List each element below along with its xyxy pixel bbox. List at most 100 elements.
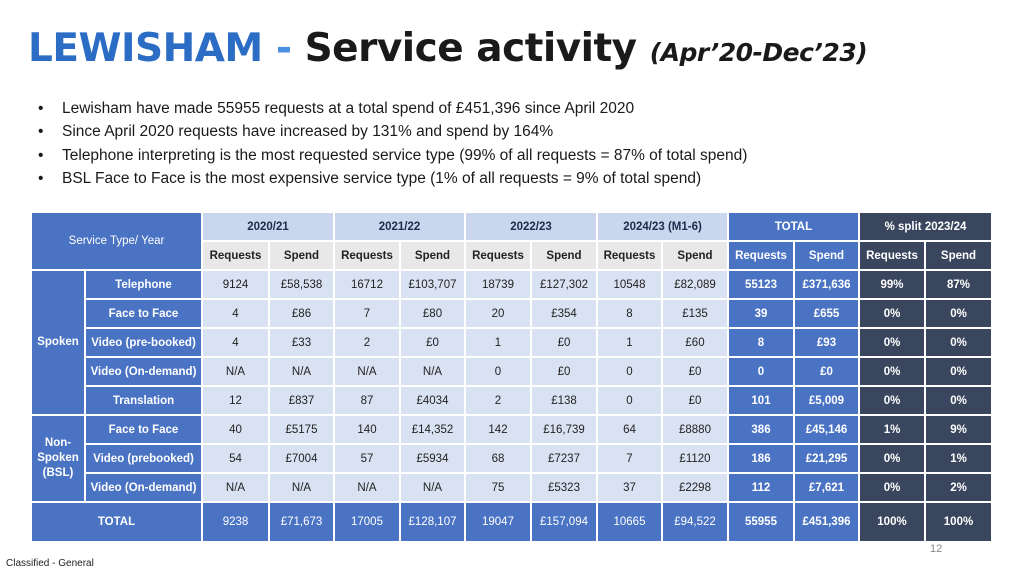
year-header: 2024/23 (M1-6)	[596, 211, 729, 242]
total-cell: 386	[727, 414, 795, 445]
totals-cell: £157,094	[530, 501, 598, 543]
service-label: Face to Face	[84, 298, 203, 329]
data-cell: 20	[464, 298, 532, 329]
data-cell: 37	[596, 472, 663, 503]
totals-cell: 9238	[201, 501, 270, 543]
table-row: Spoken Telephone 9124 £58,538 16712 £103…	[30, 269, 993, 416]
data-cell: 4	[201, 327, 270, 358]
data-cell: £4034	[399, 385, 466, 416]
percent-cell: 0%	[858, 443, 926, 474]
data-cell: N/A	[268, 356, 335, 387]
data-cell: N/A	[333, 472, 401, 503]
col-requests: Requests	[727, 240, 795, 271]
bullet-item: Lewisham have made 55955 requests at a t…	[38, 97, 747, 121]
title-main: Service activity	[304, 26, 638, 71]
table-row: Translation 12 £837 87 £4034 2 £138 0 £0…	[31, 385, 993, 416]
year-header: 2022/23	[464, 211, 598, 242]
totals-cell: £128,107	[399, 501, 466, 543]
data-cell: N/A	[201, 472, 270, 503]
total-header: TOTAL	[727, 211, 860, 242]
year-header: 2020/21	[201, 211, 335, 242]
data-cell: 64	[596, 414, 663, 445]
data-cell: 16712	[333, 269, 401, 300]
total-cell: 0	[727, 356, 795, 387]
col-requests: Requests	[464, 240, 532, 271]
col-spend: Spend	[793, 240, 860, 271]
classification-footer: Classified - General	[6, 558, 94, 569]
col-spend: Spend	[399, 240, 466, 271]
percent-cell: 0%	[924, 385, 993, 416]
data-cell: 87	[333, 385, 401, 416]
data-cell: £7237	[530, 443, 598, 474]
data-cell: 8	[596, 298, 663, 329]
page-title: LEWISHAM - Service activity (Apr’20-Dec’…	[28, 26, 868, 71]
data-cell: £80	[399, 298, 466, 329]
data-cell: £1120	[661, 443, 729, 474]
service-label: Video (On-demand)	[84, 356, 203, 387]
data-cell: N/A	[399, 356, 466, 387]
service-label: Video (prebooked)	[84, 443, 203, 474]
percent-cell: 0%	[858, 356, 926, 387]
data-cell: 57	[333, 443, 401, 474]
data-cell: £138	[530, 385, 598, 416]
data-cell: N/A	[201, 356, 270, 387]
col-spend: Spend	[268, 240, 335, 271]
percent-cell: 0%	[858, 298, 926, 329]
percent-cell: 87%	[924, 269, 993, 300]
totals-cell: 17005	[333, 501, 401, 543]
data-cell: N/A	[333, 356, 401, 387]
percent-split-header: % split 2023/24	[858, 211, 993, 242]
bullet-item: Telephone interpreting is the most reque…	[38, 144, 747, 168]
data-cell: 140	[333, 414, 401, 445]
percent-cell: 9%	[924, 414, 993, 445]
title-period: (Apr’20-Dec’23)	[649, 38, 868, 67]
total-cell: 186	[727, 443, 795, 474]
data-cell: £0	[530, 327, 598, 358]
totals-cell: 10665	[596, 501, 663, 543]
total-cell: 101	[727, 385, 795, 416]
data-cell: £5934	[399, 443, 466, 474]
data-cell: 40	[201, 414, 270, 445]
percent-cell: 0%	[858, 472, 926, 503]
data-cell: £354	[530, 298, 598, 329]
data-cell: £33	[268, 327, 335, 358]
bullet-item: BSL Face to Face is the most expensive s…	[38, 167, 747, 191]
service-label: Telephone	[84, 269, 203, 300]
title-org: LEWISHAM	[28, 26, 263, 71]
data-cell: 54	[201, 443, 270, 474]
data-cell: 1	[464, 327, 532, 358]
table-row: Video (prebooked) 54 £7004 57 £5934 68 £…	[31, 443, 993, 474]
totals-label: TOTAL	[30, 501, 203, 543]
data-cell: 10548	[596, 269, 663, 300]
col-requests: Requests	[201, 240, 270, 271]
data-cell: 12	[201, 385, 270, 416]
data-cell: N/A	[268, 472, 335, 503]
data-cell: 142	[464, 414, 532, 445]
table-row: Video (On-demand) N/A N/A N/A N/A 75 £53…	[31, 472, 993, 503]
percent-cell: 2%	[924, 472, 993, 503]
group-label-non-spoken: Non-Spoken (BSL)	[30, 414, 86, 503]
total-cell: £93	[793, 327, 860, 358]
data-cell: £2298	[661, 472, 729, 503]
data-cell: £60	[661, 327, 729, 358]
total-cell: 39	[727, 298, 795, 329]
percent-cell: 0%	[924, 298, 993, 329]
data-cell: £135	[661, 298, 729, 329]
data-cell: £103,707	[399, 269, 466, 300]
data-cell: 7	[596, 443, 663, 474]
percent-cell: 1%	[858, 414, 926, 445]
total-cell: £21,295	[793, 443, 860, 474]
data-cell: 2	[464, 385, 532, 416]
col-spend: Spend	[661, 240, 729, 271]
data-cell: £16,739	[530, 414, 598, 445]
year-header-row: Service Type/ Year 2020/21 2021/22 2022/…	[30, 211, 993, 271]
column-header-row: Requests Spend Requests Spend Requests S…	[31, 240, 993, 271]
total-cell: £0	[793, 356, 860, 387]
data-cell: £0	[661, 385, 729, 416]
col-requests: Requests	[858, 240, 926, 271]
grand-total-cell: £451,396	[793, 501, 860, 543]
data-cell: £127,302	[530, 269, 598, 300]
data-cell: 2	[333, 327, 401, 358]
data-cell: 0	[596, 356, 663, 387]
year-header: 2021/22	[333, 211, 466, 242]
